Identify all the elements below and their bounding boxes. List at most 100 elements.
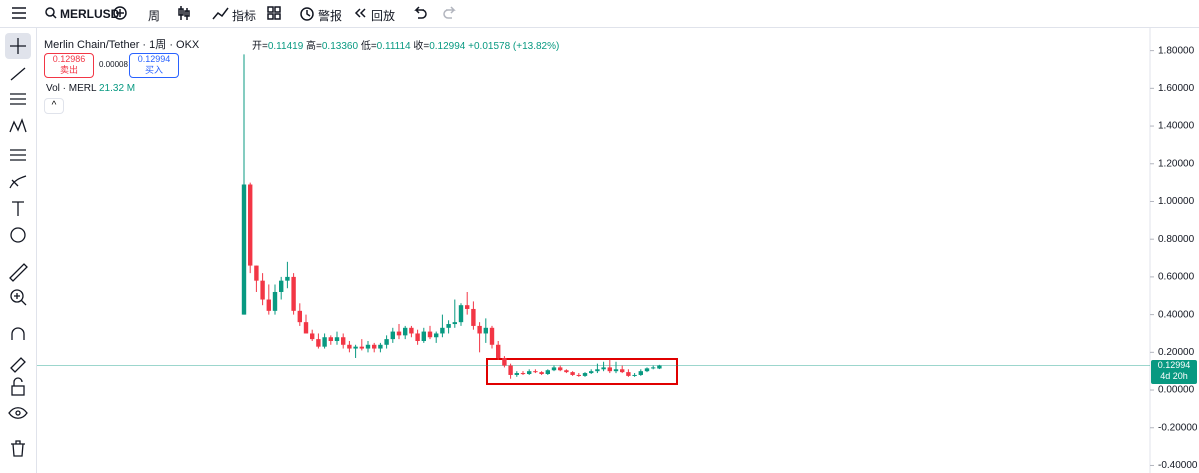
symbol-title: Merlin Chain/Tether · 1周 · OKX	[44, 36, 199, 52]
y-tick-label: 0.40000	[1158, 309, 1195, 320]
candle-body	[254, 265, 259, 281]
candle-body	[520, 373, 526, 375]
candle-body	[322, 337, 327, 347]
indicators[interactable]: 指标	[232, 9, 257, 23]
candle-body	[613, 369, 619, 372]
candle-body	[533, 371, 538, 373]
candle-body	[328, 337, 333, 342]
candle-body	[248, 184, 253, 266]
close: 0.12994	[429, 41, 466, 52]
ohlc-legend: 开=0.11419 高=0.13360 低=0.11114 收=0.12994 …	[252, 41, 560, 52]
close-label: 收	[413, 41, 424, 52]
y-tick-label: 1.80000	[1158, 45, 1195, 56]
last-price-label: 0.12994 4d 20h	[1151, 360, 1197, 384]
buy-label: 买入	[144, 65, 163, 75]
collapse-button[interactable]: ^	[44, 98, 64, 114]
sell-label: 卖出	[59, 65, 78, 75]
volume-label: Vol · MERL	[46, 83, 97, 94]
interval[interactable]: 周	[148, 9, 161, 23]
candle-body	[279, 280, 284, 292]
candle-body	[440, 327, 445, 334]
tool-icons	[5, 33, 31, 457]
candle-body	[607, 367, 612, 372]
candle-body	[551, 367, 557, 371]
y-tick-label: 0.80000	[1158, 234, 1195, 245]
low-label: 低	[360, 41, 371, 52]
candle-body	[359, 346, 364, 349]
y-tick-label: 1.00000	[1158, 196, 1195, 207]
candle-body	[539, 372, 544, 375]
candle-body	[651, 367, 656, 369]
y-tick-label: -0.20000	[1158, 422, 1198, 433]
candle-body	[310, 333, 315, 340]
candle-body	[644, 368, 650, 372]
candle-body	[421, 331, 426, 342]
high-label: 高	[306, 41, 317, 52]
candle-body	[372, 344, 377, 349]
candle-body	[545, 370, 550, 375]
candle-body	[260, 280, 265, 300]
high: 0.13360	[321, 41, 359, 52]
candle-body	[272, 291, 278, 311]
sell-button[interactable]: 0.12986 卖出	[44, 53, 94, 78]
candle-body	[403, 327, 408, 336]
volume-legend: Vol · MERL 21.32 M	[46, 83, 135, 94]
candle-body	[378, 344, 383, 349]
sell-price: 0.12986	[52, 54, 86, 64]
candle-body	[446, 324, 451, 328]
candle-body	[601, 367, 606, 370]
candle-body	[384, 339, 389, 345]
candle-body	[657, 365, 662, 369]
toolbar-icons	[12, 6, 456, 21]
drawing-toolbar	[0, 28, 37, 473]
candle-body	[489, 327, 495, 345]
candle-body	[365, 344, 371, 349]
candle-body	[341, 337, 346, 345]
last-price: 0.12994	[1157, 360, 1191, 370]
y-tick-label: 0.00000	[1158, 385, 1195, 396]
change: +0.01578 (+13.82%)	[468, 41, 560, 52]
y-tick-label: 0.20000	[1158, 347, 1195, 358]
low: 0.11114	[376, 41, 411, 52]
candle-body	[458, 305, 464, 323]
candle-body	[632, 374, 637, 376]
candle-body	[396, 331, 402, 336]
alerts[interactable]: 警报	[318, 9, 343, 23]
y-tick-label: 1.60000	[1158, 83, 1195, 94]
candle-body	[434, 333, 439, 338]
candle-body	[514, 373, 519, 375]
candle-body	[508, 365, 513, 375]
candle-body	[502, 357, 507, 366]
replay[interactable]: 回放	[371, 9, 396, 23]
spread: 0.00008	[99, 60, 128, 69]
candle-body	[316, 339, 321, 347]
candle-body	[353, 346, 358, 349]
volume-value: 21.32 M	[98, 83, 136, 94]
candle-body	[334, 337, 340, 342]
symbol[interactable]: MERLUSD	[60, 7, 120, 21]
candle-body	[471, 308, 476, 326]
candle-body	[589, 371, 594, 374]
open-label: 开	[252, 41, 262, 52]
candle-body	[483, 327, 488, 334]
candle-body	[638, 371, 643, 375]
title: Merlin Chain/Tether · 1周 · OKX	[44, 39, 200, 51]
candle-body	[465, 305, 470, 309]
top-toolbar: MERLUSD 周 指标 警报 回放	[0, 0, 1199, 28]
candle-body	[415, 333, 420, 342]
candle-body	[595, 369, 600, 372]
y-tick-label: 1.40000	[1158, 121, 1195, 132]
candle-body	[266, 299, 271, 311]
candle-body	[626, 372, 631, 376]
candle-body	[390, 331, 395, 340]
y-tick-label: 1.20000	[1158, 158, 1195, 169]
buy-price: 0.12994	[137, 54, 171, 64]
candle-body	[477, 325, 482, 334]
candle-body	[620, 369, 625, 373]
candle-body	[241, 184, 247, 315]
buy-button[interactable]: 0.12994 买入	[129, 53, 179, 78]
candle-body	[291, 276, 296, 311]
candle-body	[570, 372, 575, 375]
y-tick-label: -0.40000	[1158, 460, 1198, 471]
countdown: 4d 20h	[1160, 371, 1188, 381]
